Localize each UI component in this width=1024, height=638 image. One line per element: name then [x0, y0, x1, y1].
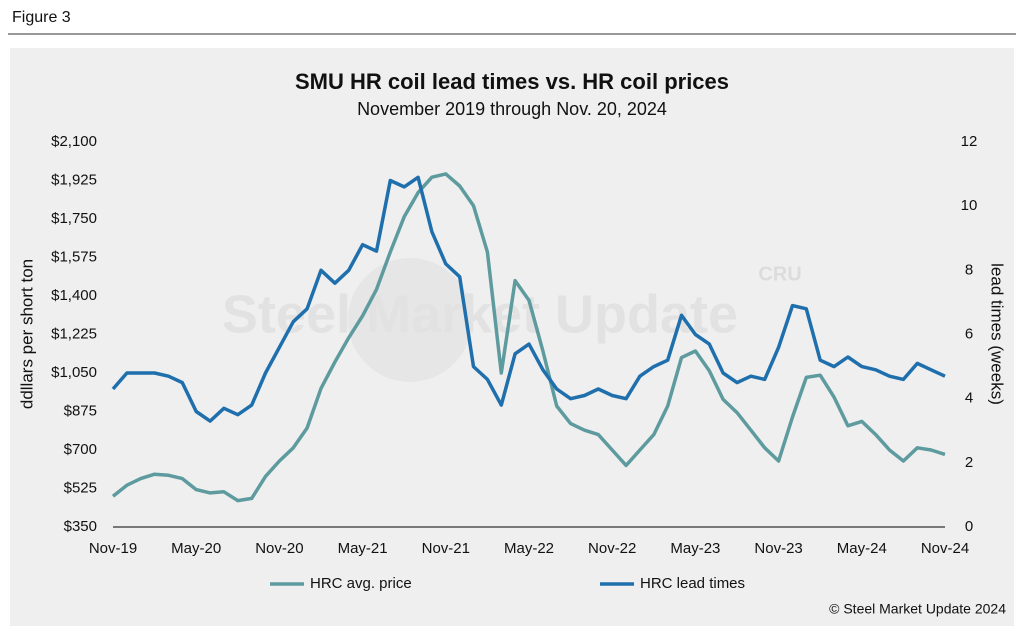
y2-tick-label: 4: [965, 390, 973, 407]
line-series: [111, 175, 946, 423]
y-axis-label: ddllars per short ton: [17, 259, 36, 409]
y2-tick-label: 0: [965, 518, 973, 535]
watermark: Steel Market Update: [222, 284, 738, 344]
y2-tick-label: 2: [965, 454, 973, 471]
x-tick-label: Nov-23: [754, 540, 802, 557]
chart-panel: [10, 48, 1014, 626]
x-tick-label: Nov-22: [588, 540, 636, 557]
x-tick-label: May-23: [670, 540, 720, 557]
y2-tick-label: 12: [961, 133, 978, 150]
y-tick-label: $1,925: [51, 171, 97, 188]
x-tick-label: Nov-24: [921, 540, 969, 557]
y-tick-label: $350: [64, 518, 97, 535]
y2-axis-label: lead times (weeks): [988, 263, 1007, 405]
figure-label: Figure 3: [12, 9, 71, 26]
y-tick-label: $1,750: [51, 210, 97, 227]
y2-tick-label: 10: [961, 197, 978, 214]
x-tick-label: May-21: [338, 540, 388, 557]
x-tick-label: May-22: [504, 540, 554, 557]
chart-title: SMU HR coil lead times vs. HR coil price…: [295, 69, 729, 94]
y-tick-label: $2,100: [51, 133, 97, 150]
y2-tick-label: 8: [965, 261, 973, 278]
line-series: [111, 172, 946, 503]
footer: © Steel Market Update 2024: [829, 601, 1006, 617]
y-tick-label: $700: [64, 441, 97, 458]
y-tick-label: $1,575: [51, 248, 97, 265]
y-tick-label: $525: [64, 479, 97, 496]
x-tick-label: May-24: [837, 540, 887, 557]
y-tick-label: $875: [64, 402, 97, 419]
legend-label: HRC lead times: [640, 575, 745, 592]
y2-tick-label: 6: [965, 325, 973, 342]
y-tick-label: $1,225: [51, 325, 97, 342]
y-tick-label: $1,050: [51, 364, 97, 381]
watermark-shape: [348, 258, 472, 382]
x-tick-label: Nov-19: [89, 540, 137, 557]
x-tick-label: May-20: [171, 540, 221, 557]
x-tick-label: Nov-20: [255, 540, 303, 557]
legend-label: HRC avg. price: [310, 575, 412, 592]
chart-subtitle: November 2019 through Nov. 20, 2024: [357, 99, 667, 119]
watermark-logo: CRU: [758, 263, 801, 285]
x-tick-label: Nov-21: [422, 540, 470, 557]
y-tick-label: $1,400: [51, 287, 97, 304]
